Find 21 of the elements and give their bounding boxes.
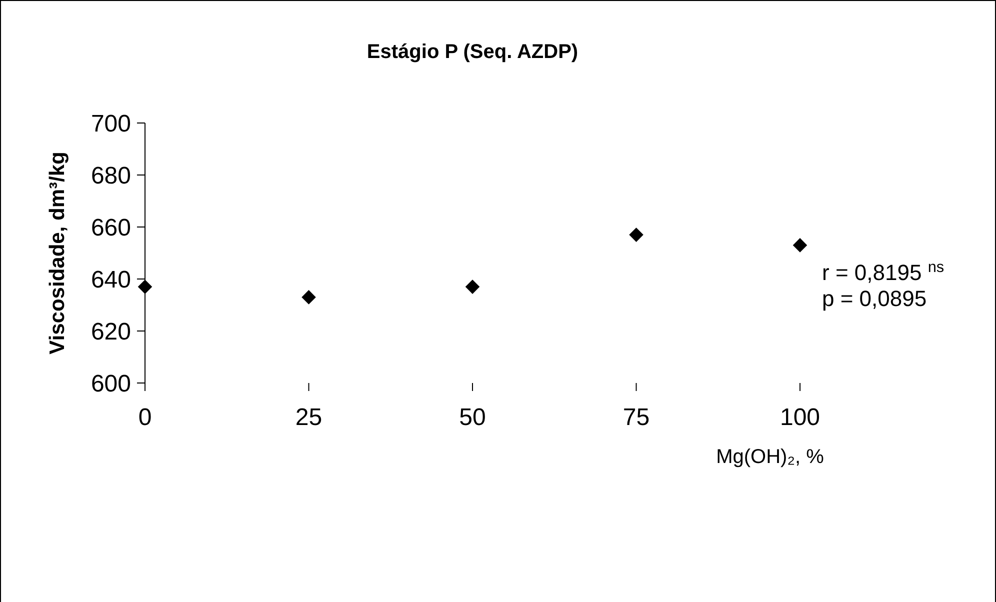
y-tick-label: 640 <box>90 266 131 294</box>
point <box>629 228 644 242</box>
y-axis-title: Viscosidade, dm³/kg <box>46 152 69 354</box>
text: p = 0,0895 <box>822 286 927 311</box>
point <box>302 290 316 304</box>
x-tick-label: 50 <box>459 404 486 431</box>
y-tick-label: 600 <box>90 370 131 398</box>
x-tick-label: 25 <box>295 404 322 431</box>
x-tick-label: 100 <box>780 404 820 431</box>
y-tick-label: 660 <box>90 214 131 242</box>
point <box>792 238 808 252</box>
x-tick-label: 75 <box>622 404 650 431</box>
text: r = 0,8195 $^{ns}$ <box>822 258 944 285</box>
chart-title: Estágio P (Seq. AZDP) <box>366 41 578 63</box>
x-axis-title: Mg(OH)₂, % <box>716 446 824 468</box>
point <box>138 280 152 294</box>
y-tick-label: 680 <box>90 162 131 190</box>
y-tick-label: 620 <box>90 318 131 346</box>
point <box>465 280 480 294</box>
x-tick-label: 0 <box>138 404 152 431</box>
y-tick-label: 700 <box>90 110 131 138</box>
